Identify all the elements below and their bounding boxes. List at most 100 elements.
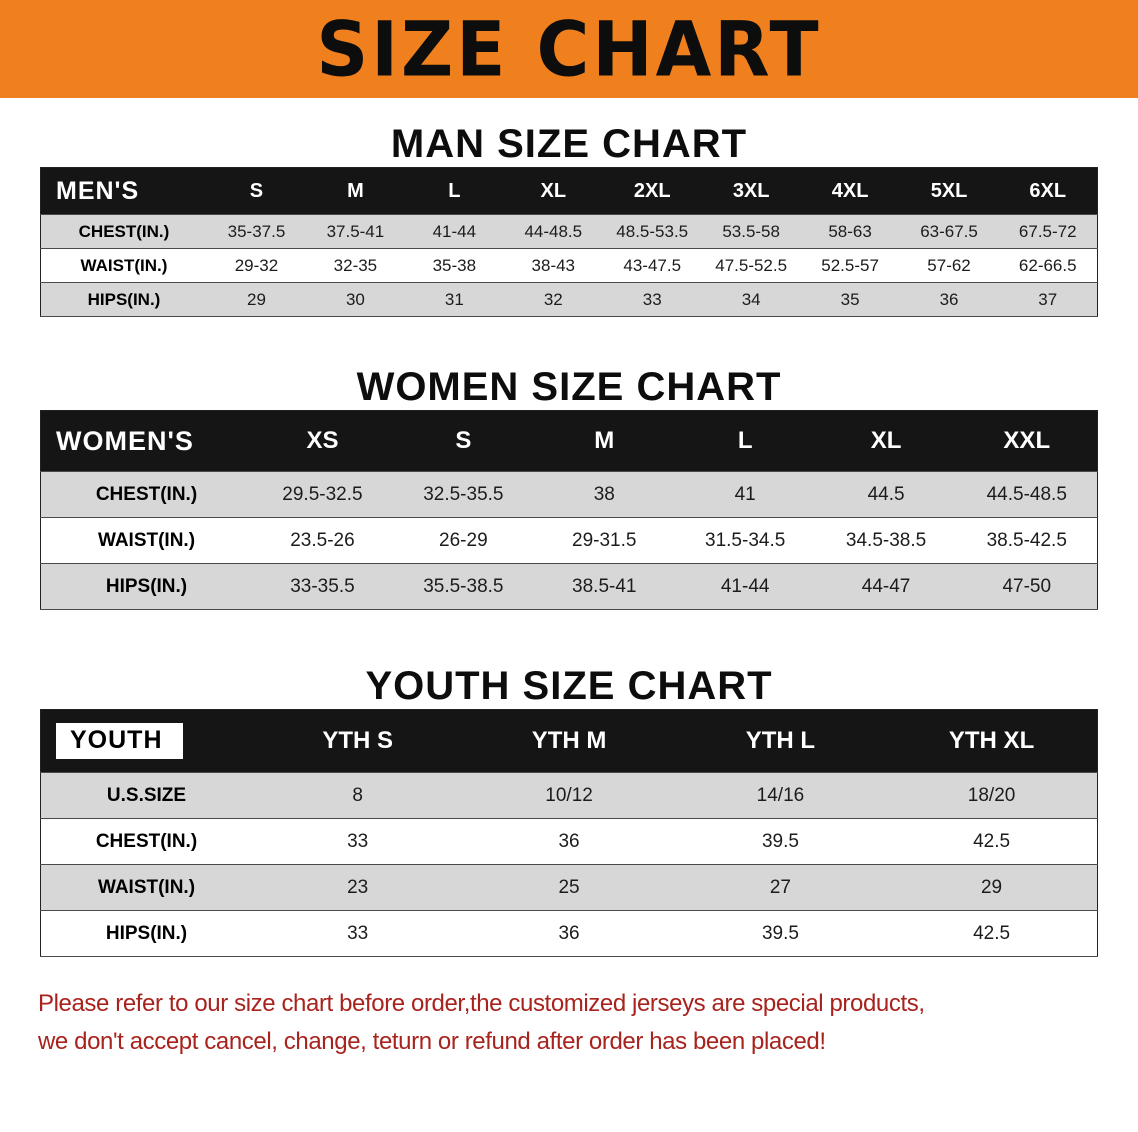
cell-value: 33 [252, 818, 464, 865]
cell-value: 52.5-57 [800, 248, 900, 283]
size-column-header: XL [503, 167, 603, 215]
table-corner-label: WOMEN'S [40, 410, 252, 472]
cell-value: 44.5-48.5 [956, 471, 1098, 518]
header-text: 6XL [1029, 179, 1067, 202]
header-text: L [737, 427, 753, 454]
row-label: HIPS(IN.) [40, 563, 252, 610]
cell-value: 38.5-42.5 [956, 517, 1098, 564]
cell-value: 47.5-52.5 [701, 248, 801, 283]
cell-value: 53.5-58 [701, 214, 801, 249]
cell-value: 36 [463, 910, 675, 957]
cell-value: 57-62 [899, 248, 999, 283]
cell-value: 29-31.5 [533, 517, 675, 564]
row-label: CHEST(IN.) [40, 471, 252, 518]
women-size-table: WOMEN'S XS S M L XL XXL CHEST(IN.) 29.5-32.5 32.5… [40, 410, 1098, 610]
size-column-header: M [305, 167, 405, 215]
table-row: WAIST(IN.) 23 25 27 29 [40, 864, 1098, 911]
cell-value: 26-29 [392, 517, 534, 564]
cell-value: 29.5-32.5 [252, 471, 393, 518]
header-text: XS [306, 427, 339, 454]
cell-value: 35.5-38.5 [392, 563, 534, 610]
header-text: YTH S [322, 727, 394, 754]
header-text: XL [540, 179, 567, 202]
cell-value: 36 [899, 282, 999, 317]
policy-line-1: Please refer to our size chart before or… [38, 990, 925, 1017]
row-label: WAIST(IN.) [40, 248, 207, 283]
header-text: YTH M [531, 727, 607, 754]
size-column-header: XXL [956, 410, 1098, 472]
row-label: WAIST(IN.) [40, 517, 252, 564]
cell-value: 41-44 [674, 563, 816, 610]
table-corner-label: MEN'S [40, 167, 207, 215]
header-text: S [249, 179, 264, 202]
cell-value: 25 [463, 864, 675, 911]
header-text: WOMEN'S [56, 425, 194, 456]
size-column-header: 3XL [701, 167, 801, 215]
cell-value: 32 [503, 282, 603, 317]
table-row: CHEST(IN.) 35-37.5 37.5-41 41-44 44-48.5 48.5… [40, 214, 1098, 249]
header-text: XXL [1003, 427, 1051, 454]
cell-value: 39.5 [674, 818, 887, 865]
size-column-header: S [392, 410, 534, 472]
table-row: U.S.SIZE 8 10/12 14/16 18/20 [40, 772, 1098, 819]
cell-value: 38 [533, 471, 675, 518]
cell-value: 43-47.5 [602, 248, 702, 283]
header-text: 5XL [930, 179, 968, 202]
cell-value: 32.5-35.5 [392, 471, 534, 518]
banner-title: SIZE CHART [316, 4, 822, 94]
order-policy-note: Please refer to our size chart before or… [38, 985, 1100, 1062]
size-column-header: 2XL [602, 167, 702, 215]
size-column-header: YTH M [463, 709, 675, 773]
row-label: HIPS(IN.) [40, 282, 207, 317]
table-row: HIPS(IN.) 33-35.5 35.5-38.5 38.5-41 41-44 44-… [40, 563, 1098, 610]
cell-value: 33-35.5 [252, 563, 393, 610]
header-text: YTH XL [948, 727, 1035, 754]
size-column-header: XS [252, 410, 393, 472]
table-header-row: YOUTH YTH S YTH M YTH L YTH XL [40, 709, 1098, 773]
row-label: WAIST(IN.) [40, 864, 252, 911]
cell-value: 30 [305, 282, 405, 317]
cell-value: 67.5-72 [998, 214, 1098, 249]
header-text: XL [870, 427, 902, 454]
cell-value: 35 [800, 282, 900, 317]
size-chart-banner: SIZE CHART [0, 0, 1138, 98]
row-label: CHEST(IN.) [40, 214, 207, 249]
table-header-row: WOMEN'S XS S M L XL XXL [40, 410, 1098, 472]
header-text: 4XL [831, 179, 869, 202]
cell-value: 37.5-41 [305, 214, 405, 249]
table-row: HIPS(IN.) 33 36 39.5 42.5 [40, 910, 1098, 957]
size-column-header: 6XL [998, 167, 1098, 215]
cell-value: 33 [602, 282, 702, 317]
cell-value: 38-43 [503, 248, 603, 283]
cell-value: 63-67.5 [899, 214, 999, 249]
men-section-heading: MAN SIZE CHART [390, 122, 748, 166]
size-column-header: XL [815, 410, 957, 472]
cell-value: 31 [404, 282, 504, 317]
header-text: M [594, 427, 615, 454]
size-column-header: L [404, 167, 504, 215]
table-corner-label: YOUTH [40, 709, 252, 773]
women-section-heading: WOMEN SIZE CHART [356, 365, 782, 409]
size-column-header: YTH L [674, 709, 887, 773]
cell-value: 31.5-34.5 [674, 517, 816, 564]
cell-value: 58-63 [800, 214, 900, 249]
men-size-table: MEN'S S M L XL 2XL 3XL 4XL 5XL 6XL CHEST(IN.) 35-37… [40, 167, 1098, 317]
table-header-row: MEN'S S M L XL 2XL 3XL 4XL 5XL 6XL [40, 167, 1098, 215]
header-text: MEN'S [56, 176, 140, 205]
cell-value: 44-47 [815, 563, 957, 610]
cell-value: 42.5 [886, 818, 1098, 865]
cell-value: 23.5-26 [252, 517, 393, 564]
cell-value: 41 [674, 471, 816, 518]
row-label: CHEST(IN.) [40, 818, 252, 865]
cell-value: 33 [252, 910, 464, 957]
cell-value: 38.5-41 [533, 563, 675, 610]
table-row: WAIST(IN.) 29-32 32-35 35-38 38-43 43-47.5 47.… [40, 248, 1098, 283]
cell-value: 47-50 [956, 563, 1098, 610]
size-column-header: YTH XL [886, 709, 1098, 773]
cell-value: 29-32 [207, 248, 306, 283]
size-column-header: S [207, 167, 306, 215]
header-text: YTH L [745, 727, 816, 754]
size-column-header: L [674, 410, 816, 472]
header-text: L [448, 179, 461, 202]
cell-value: 44-48.5 [503, 214, 603, 249]
